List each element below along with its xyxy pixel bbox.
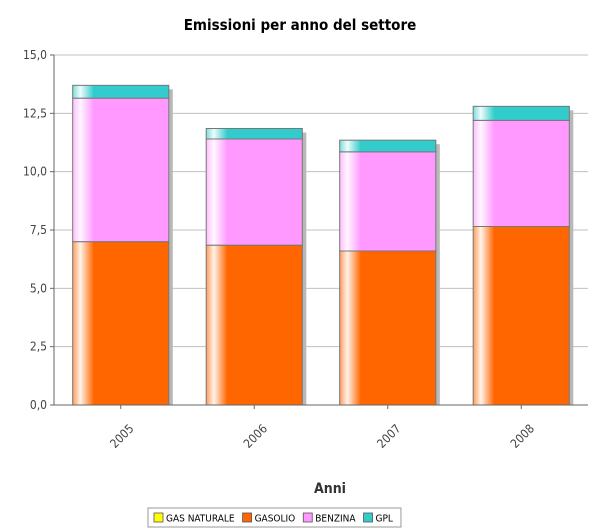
legend: GAS NATURALE GASOLIO BENZINA GPL <box>147 507 402 528</box>
y-tick-label: 10,0 <box>23 165 47 179</box>
legend-swatch <box>363 512 373 523</box>
legend-label: GASOLIO <box>255 514 296 525</box>
bars <box>72 84 574 406</box>
chart-title: Emissioni per anno del settore <box>184 16 417 34</box>
legend-label: GPL <box>376 514 393 525</box>
x-tick-label: 2008 <box>508 421 537 450</box>
bar-segment <box>339 139 437 153</box>
legend-box <box>147 507 402 528</box>
bar-segment <box>205 244 303 406</box>
bar-segment <box>72 97 170 243</box>
bar-segment <box>205 138 303 246</box>
y-tick-label: 5,0 <box>30 281 47 295</box>
legend-label: GAS NATURALE <box>166 514 235 525</box>
bar-segment <box>205 128 303 140</box>
y-tick-label: 2,5 <box>30 340 47 354</box>
y-tick-label: 0,0 <box>30 398 47 412</box>
legend-swatch <box>153 512 164 523</box>
bar-segment <box>472 119 570 227</box>
x-axis-label: Anni <box>314 481 346 497</box>
bar-segment <box>472 105 570 121</box>
x-tick-label: 2007 <box>374 422 403 451</box>
bar-segment <box>472 226 570 406</box>
bar-segment <box>72 84 170 99</box>
x-tick-label: 2006 <box>241 421 270 450</box>
legend-swatch <box>242 512 252 523</box>
bar-segment <box>339 250 437 406</box>
y-tick-label: 15,0 <box>23 48 47 62</box>
y-tick-label: 7,5 <box>30 223 47 237</box>
legend-swatch <box>302 512 313 523</box>
x-tick-label: 2005 <box>107 422 136 451</box>
bar-segment <box>339 151 437 252</box>
bar-segment <box>72 241 170 406</box>
legend-label: BENZINA <box>315 514 356 525</box>
y-tick-label: 12,5 <box>23 106 47 120</box>
